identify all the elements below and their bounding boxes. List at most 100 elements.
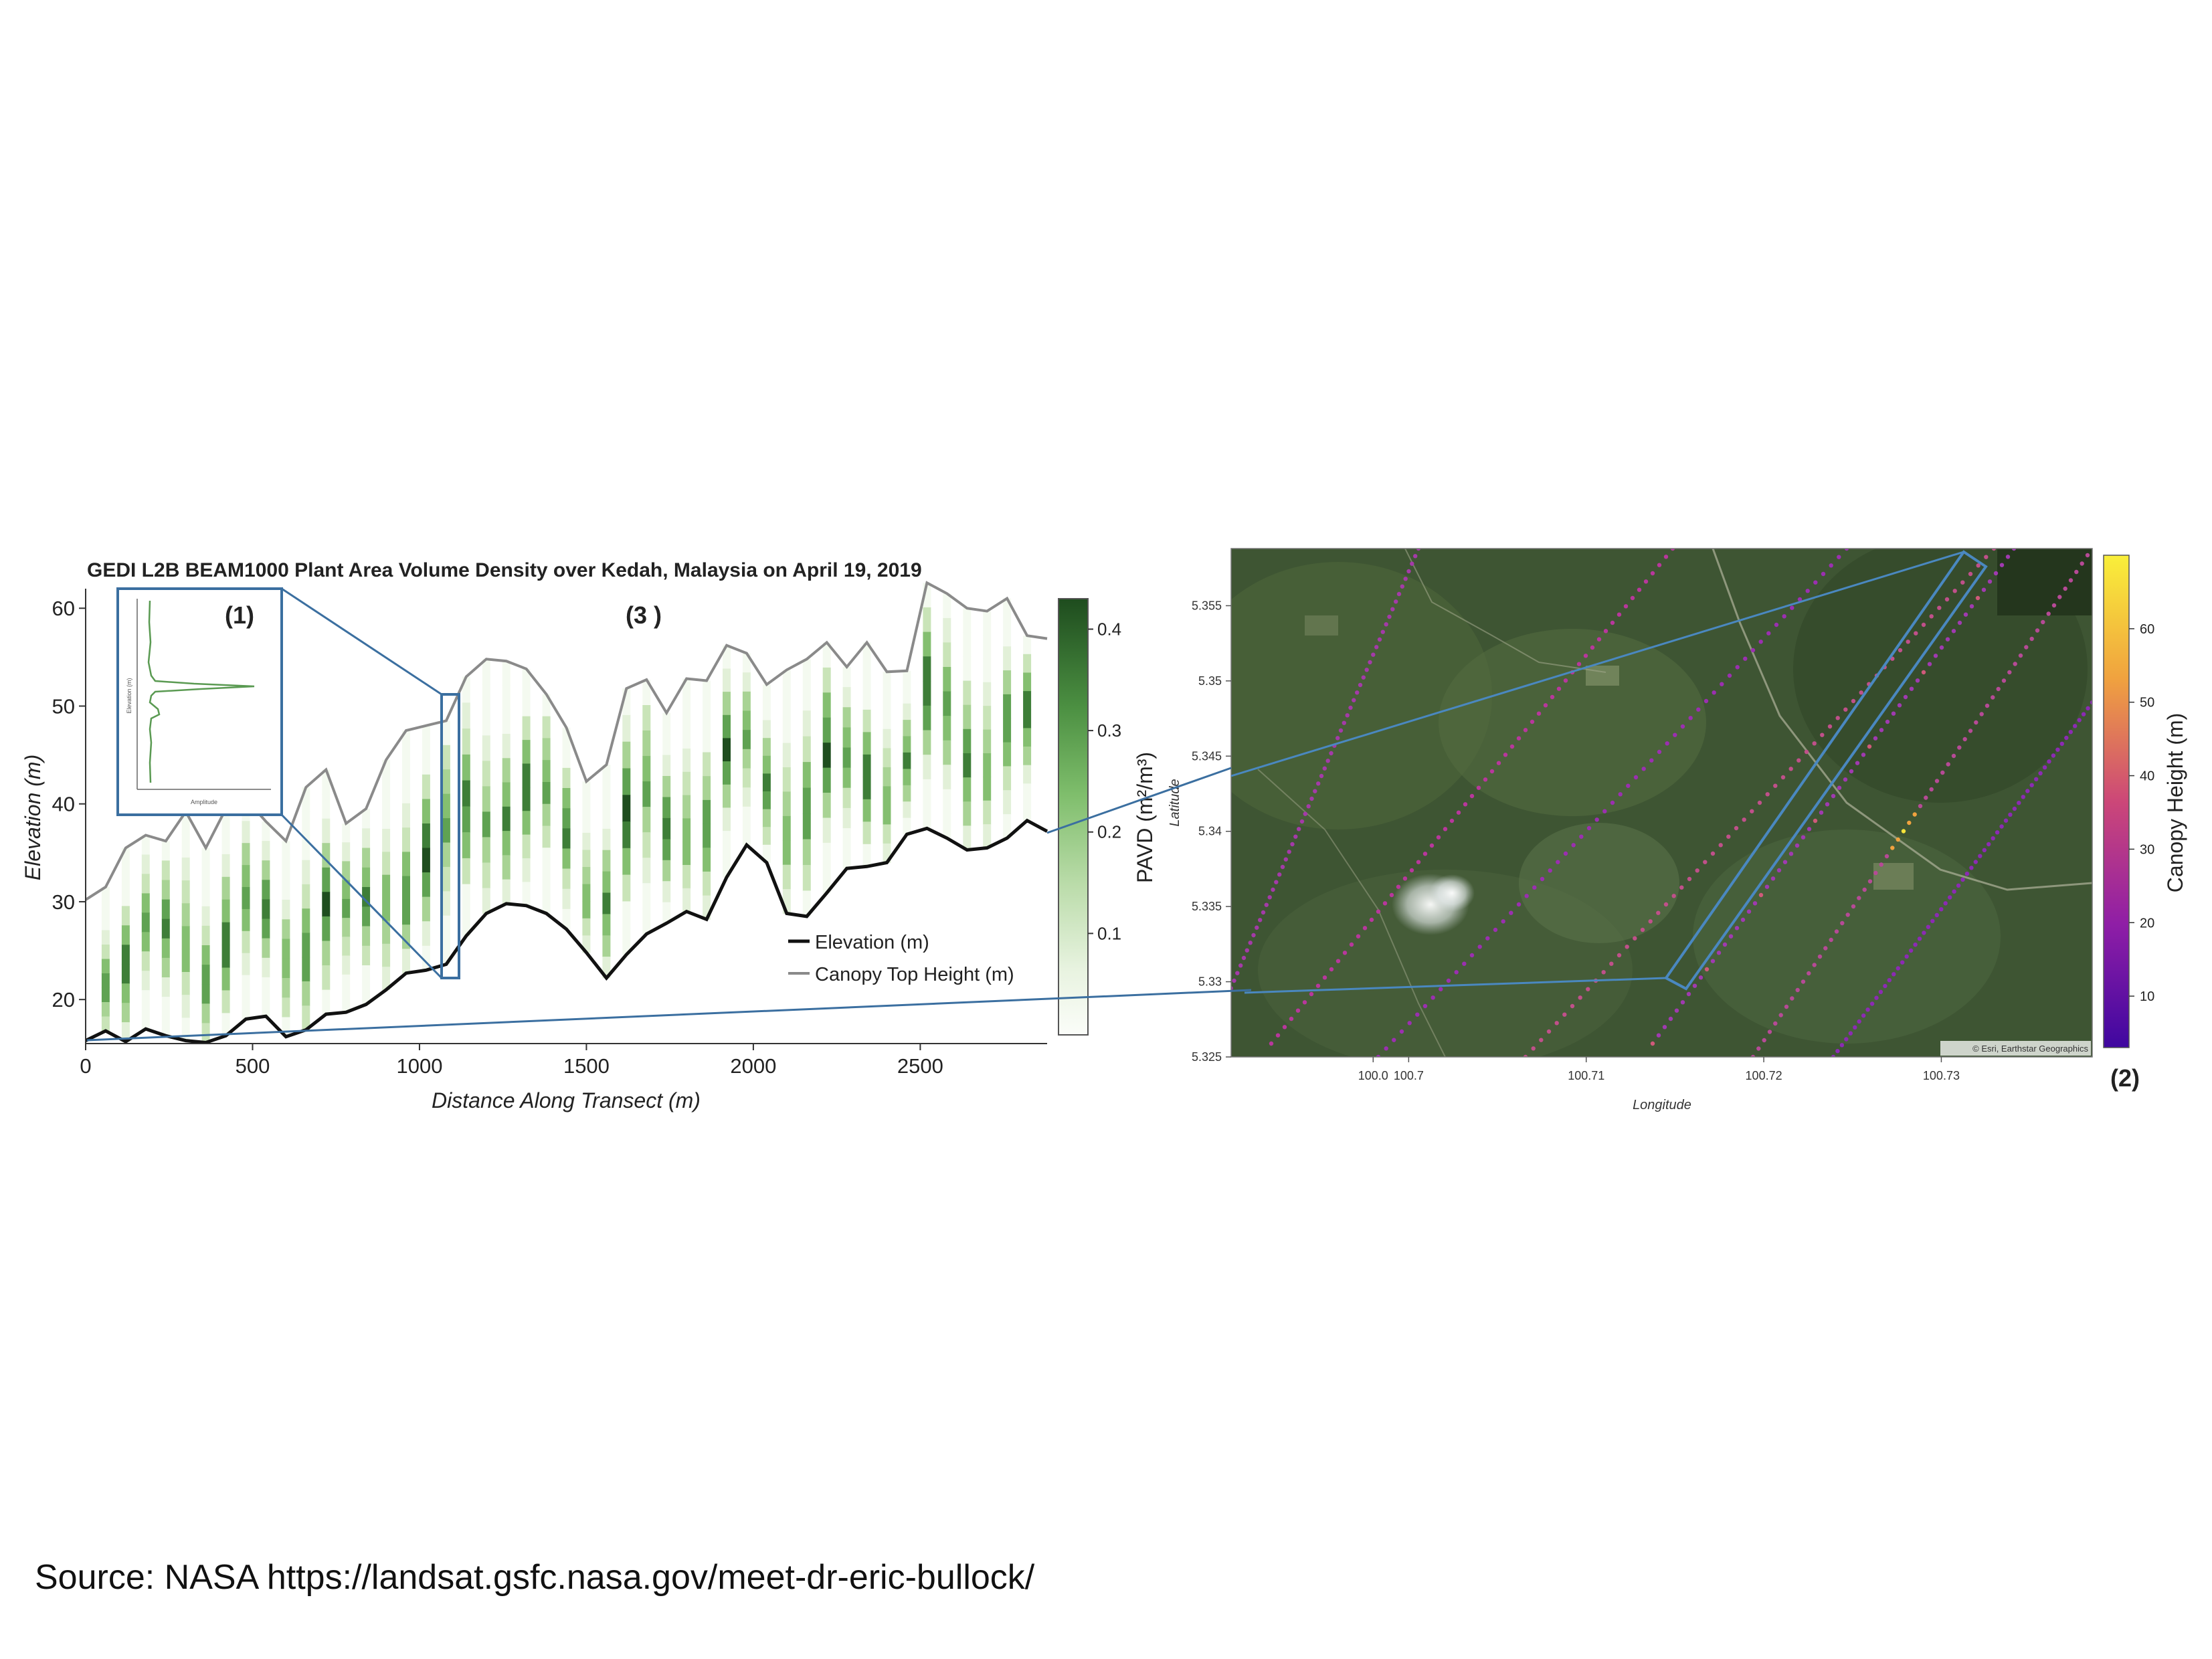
gedi-footprint [2047, 759, 2051, 764]
pavd-cell [462, 754, 470, 781]
canopy-colorbar-tick-label: 50 [2140, 696, 2154, 710]
gedi-footprint [1325, 759, 1330, 763]
pavd-cell [923, 631, 931, 657]
gedi-footprint [1869, 1001, 1875, 1006]
pavd-cell [862, 777, 871, 800]
gedi-footprint [1287, 850, 1291, 854]
gedi-footprint [1463, 802, 1468, 807]
gedi-footprint [2073, 724, 2078, 728]
gedi-footprint [1656, 1033, 1661, 1038]
pavd-cell [462, 806, 470, 833]
pavd-cell [161, 1016, 170, 1036]
gedi-footprint [1530, 719, 1535, 724]
pavd-cell [963, 704, 972, 730]
pavd-cell [622, 848, 631, 876]
pavd-cell [963, 632, 972, 657]
gedi-footprint [1851, 698, 1856, 704]
pavd-cell [402, 730, 410, 755]
pavd-cell [1003, 790, 1012, 815]
gedi-footprint [1302, 1000, 1307, 1005]
pavd-cell [121, 983, 130, 1003]
gedi-footprint [1650, 1041, 1655, 1046]
waveform-inset: Elevation (m) Amplitude (1) [116, 587, 283, 816]
pavd-cell [842, 687, 851, 708]
pavd-cell [642, 883, 651, 909]
gedi-footprint [1563, 678, 1568, 683]
gedi-footprint [1503, 753, 1508, 757]
gedi-footprint [1968, 728, 1973, 733]
pavd-cell [282, 919, 290, 939]
gedi-footprint [1897, 703, 1902, 708]
pavd-cell [482, 659, 490, 685]
pavd-cell [1023, 801, 1032, 821]
gedi-footprint [1865, 1007, 1870, 1012]
map-connector-top [1046, 767, 1232, 834]
pavd-cell [1023, 765, 1032, 784]
pavd-cell [703, 823, 711, 848]
pavd-cell [742, 787, 751, 807]
gedi-footprint [1727, 673, 1732, 678]
pavd-cell [101, 930, 110, 945]
pavd-cell [161, 899, 170, 920]
legend-label-elevation: Elevation (m) [815, 932, 929, 953]
pavd-cell [442, 842, 450, 868]
gedi-footprint [1476, 785, 1481, 790]
pavd-cell [582, 850, 591, 868]
gedi-footprint [1773, 783, 1778, 788]
gedi-footprint [1933, 654, 1938, 658]
gedi-footprint [1665, 741, 1669, 746]
gedi-footprint [1389, 892, 1394, 898]
pavd-cell [703, 728, 711, 753]
pavd-cell [282, 880, 290, 900]
gedi-footprint [1740, 917, 1746, 922]
pavd-cell [201, 1023, 210, 1043]
gedi-footprint [1805, 589, 1810, 593]
gedi-footprint [1579, 834, 1584, 839]
pavd-cell [402, 755, 410, 780]
pavd-cell [342, 955, 351, 975]
pavd-cell [282, 978, 290, 998]
gedi-footprint [1563, 851, 1568, 856]
gedi-footprint [1804, 749, 1809, 755]
map-panel: © Esri, Earthstar Geographics 100.0 100.7… [1168, 548, 2187, 1112]
gedi-footprint [1758, 640, 1763, 644]
pavd-cell [422, 799, 430, 824]
gedi-footprint [1387, 614, 1392, 619]
gedi-footprint [1969, 866, 1974, 870]
gedi-footprint [1362, 926, 1368, 931]
pavd-cell [822, 817, 831, 844]
pavd-cell [121, 945, 130, 965]
pavd-cell [1023, 747, 1032, 766]
pavd-cell [642, 705, 651, 731]
gedi-footprint [1742, 817, 1746, 822]
pavd-cell [682, 702, 691, 726]
gedi-footprint [2025, 789, 2030, 793]
pavd-cell [322, 892, 331, 917]
inset-y-label: Elevation (m) [126, 678, 132, 713]
gedi-footprint [1903, 694, 1908, 700]
gedi-footprint [1926, 924, 1931, 929]
pavd-cell [903, 736, 911, 753]
gedi-footprint [1825, 802, 1830, 807]
gedi-footprint [2024, 645, 2029, 650]
pavd-cell [522, 882, 531, 906]
pavd-cell [1023, 709, 1032, 728]
gedi-footprint [1422, 1003, 1428, 1009]
gedi-footprint [1271, 887, 1275, 892]
pavd-cell [842, 707, 851, 728]
pavd-cell [522, 787, 531, 811]
gedi-footprint [1696, 707, 1701, 712]
gedi-footprint [1908, 948, 1914, 953]
gedi-footprint [1368, 660, 1372, 665]
gedi-footprint [1812, 963, 1817, 967]
pavd-cell [903, 769, 911, 786]
gedi-footprint [1892, 972, 1896, 977]
pavd-cell [943, 617, 951, 643]
gedi-footprint [2018, 653, 2023, 658]
gedi-footprint [1909, 686, 1914, 691]
gedi-footprint [1394, 599, 1398, 604]
x-tick-label: 2500 [897, 1054, 943, 1078]
pavd-cell [842, 828, 851, 849]
terrain-patch [1439, 629, 1706, 816]
gedi-footprint [1829, 563, 1833, 568]
